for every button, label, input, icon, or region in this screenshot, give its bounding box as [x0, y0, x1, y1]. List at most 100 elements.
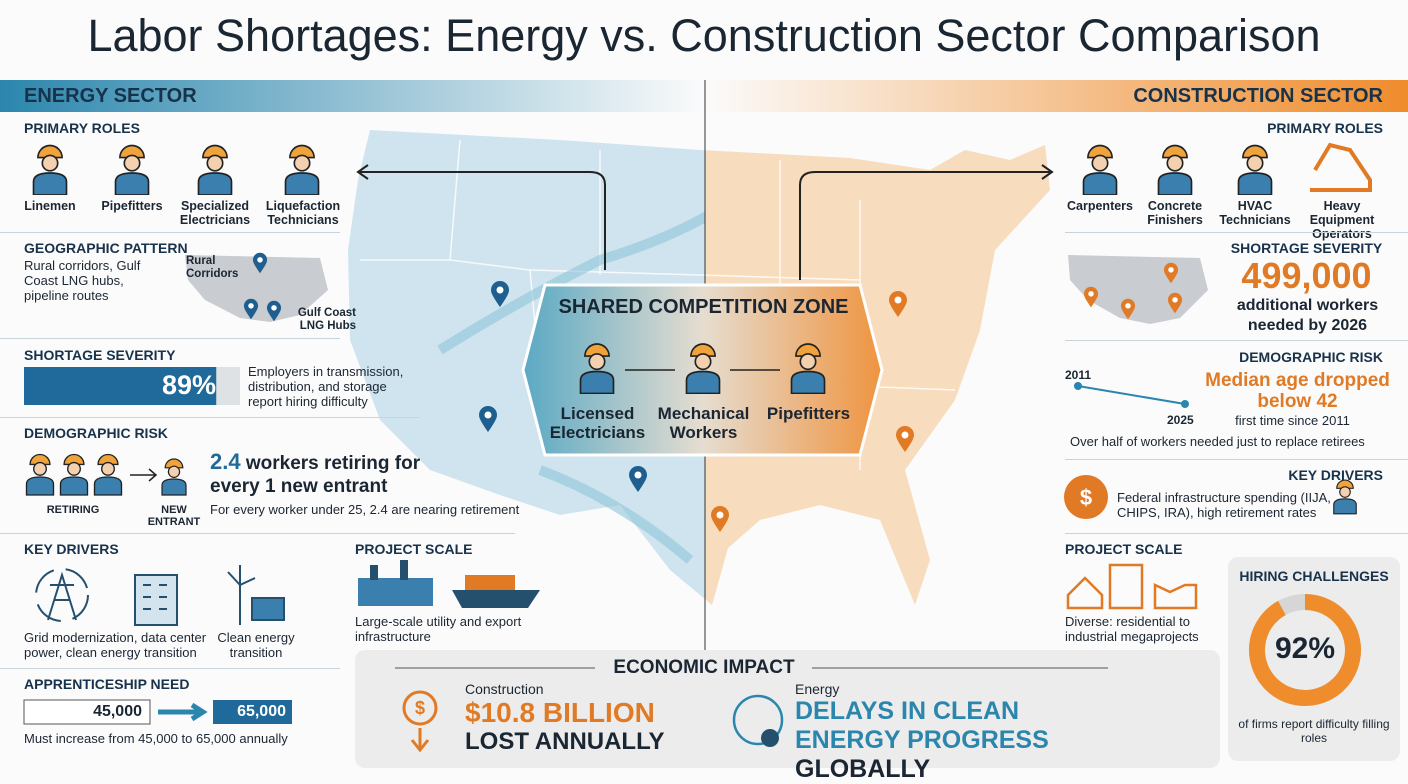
text: Grid modernization, data center power, c… [24, 630, 207, 660]
role: Linemen [24, 199, 76, 213]
to-box [213, 700, 292, 724]
driver-icons [35, 565, 285, 626]
graphic [732, 694, 784, 746]
arrow [356, 164, 606, 270]
impact-rest: LOST ANNUALLY [465, 728, 665, 755]
role: Licensed Electricians [549, 404, 646, 442]
graphic [437, 211, 705, 355]
text: Must increase from 45,000 to 65,000 annu… [24, 731, 288, 746]
map-label: Gulf Coast LNG Hubs [297, 307, 356, 332]
big-number: 499,000 [1241, 255, 1372, 296]
demographic-icons [25, 453, 187, 496]
separator [1065, 533, 1408, 534]
separator [0, 533, 515, 534]
energy-header-band [0, 80, 705, 112]
text: of firms report difficulty filling roles [1238, 717, 1390, 745]
severity-label: 89% [161, 370, 216, 400]
economic-impact-panel [355, 650, 1220, 768]
heading: PROJECT SCALE [355, 541, 473, 557]
graphic [93, 453, 123, 496]
text: Rural corridors, Gulf Coast LNG hubs, pi… [24, 258, 141, 303]
text: Over half of workers needed just to repl… [1070, 434, 1365, 449]
graphic [400, 560, 408, 580]
heading: PRIMARY ROLES [24, 120, 140, 136]
graphic [465, 575, 515, 590]
background-art: $ $ [0, 80, 1408, 768]
separator [1065, 459, 1408, 460]
graphic [32, 144, 68, 195]
role: Pipefitters [766, 404, 851, 423]
graphic [227, 565, 256, 625]
separator [0, 668, 340, 669]
subtext: first time since 2011 [1235, 413, 1350, 428]
heading: SHORTAGE SEVERITY [1230, 240, 1383, 256]
graphic [761, 729, 779, 747]
construction-header-band [705, 80, 1408, 112]
graphic [1157, 144, 1193, 195]
donut-label: 92% [1274, 632, 1336, 665]
drivers-icon-construction: $ [1064, 475, 1357, 519]
heading: PROJECT SCALE [1065, 541, 1183, 557]
heading: HIRING CHALLENGES [1239, 568, 1389, 584]
shared-heading: SHARED COMPETITION ZONE [558, 296, 849, 318]
construction-header: CONSTRUCTION SECTOR [1133, 85, 1383, 107]
text: Clean energy transition [217, 630, 295, 660]
age-point [1074, 382, 1082, 390]
heading: APPRENTICESHIP NEED [24, 676, 190, 692]
role: Specialized Electricians [179, 199, 251, 227]
role: Mechanical Workers [657, 404, 750, 442]
heading: DEMOGRAPHIC RISK [1239, 349, 1383, 365]
construction-role-icons [1082, 142, 1372, 195]
graphic [1333, 479, 1357, 515]
graphic [452, 590, 540, 608]
graphic [1153, 583, 1198, 610]
graphic [1108, 563, 1144, 610]
graphic [1066, 576, 1104, 610]
graphic [1082, 144, 1118, 195]
graphic [402, 690, 438, 726]
graphic [370, 565, 378, 580]
separator [0, 338, 340, 339]
role: Carpenters [1067, 199, 1133, 213]
project-icons-energy [358, 560, 540, 608]
arrow [158, 702, 208, 722]
graphic [25, 453, 55, 496]
graphic: $ [1080, 485, 1092, 510]
impact-icons: $ [402, 690, 784, 753]
impact-highlight: DELAYS IN CLEAN ENERGY PROGRESS [795, 697, 1049, 754]
graphic [47, 571, 77, 621]
arrow [799, 164, 1054, 280]
graphic [130, 468, 158, 482]
mini-map-construction [1068, 255, 1208, 324]
year: 2025 [1167, 413, 1194, 427]
headline: 2.4 workers retiring for every 1 new ent… [210, 450, 435, 498]
impact-rest: GLOBALLY [795, 755, 931, 783]
text: For every worker under 25, 2.4 are neari… [210, 502, 520, 517]
heading: PRIMARY ROLES [1267, 120, 1383, 136]
shared-icons [579, 343, 826, 394]
headline-text: workers retiring for every 1 new entrant [210, 453, 421, 497]
graphic [358, 578, 433, 606]
graphic [59, 453, 89, 496]
graphic [284, 144, 320, 195]
role: Liquefaction Technicians [265, 199, 341, 227]
heading: KEY DRIVERS [1288, 467, 1383, 483]
project-icons-construction [1066, 563, 1198, 610]
graphic [143, 584, 167, 610]
headline-number: 2.4 [210, 449, 241, 474]
impact-heading: ECONOMIC IMPACT [613, 657, 795, 678]
impact-amount: $10.8 BILLION [465, 697, 655, 728]
graphic [1064, 475, 1108, 519]
role: HVAC Technicians [1219, 199, 1291, 227]
impact-label: Construction [465, 681, 544, 697]
role: Pipefitters [101, 199, 163, 213]
year: 2011 [1065, 368, 1092, 382]
severity-bar [24, 367, 217, 405]
role: Concrete Finishers [1147, 199, 1203, 227]
to-value: 65,000 [237, 703, 286, 720]
impact-statement: DELAYS IN CLEAN ENERGY PROGRESS GLOBALLY [795, 697, 1115, 784]
energy-header: ENERGY SECTOR [24, 85, 197, 107]
text: additional workers needed by 2026 [1236, 297, 1379, 334]
graphic [197, 144, 233, 195]
separator [1065, 232, 1408, 233]
